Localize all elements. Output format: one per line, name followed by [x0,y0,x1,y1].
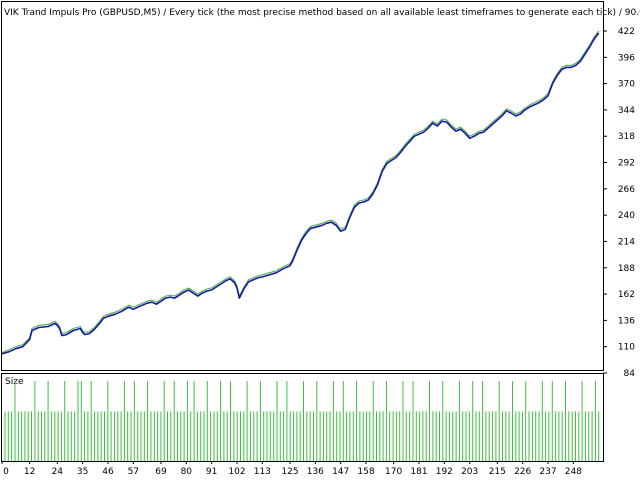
x-tick-label: 69 [155,467,167,477]
y-tick-label: 162 [618,290,635,300]
x-tick-label: 170 [385,467,402,477]
x-tick-label: 35 [77,467,88,477]
x-tick-label: 46 [102,467,114,477]
x-tick-label: 215 [489,467,506,477]
balance-line [1,32,600,355]
main-plot-frame [1,1,604,371]
y-tick-label: 422 [618,27,635,37]
y-tick-label: 240 [618,211,635,221]
x-tick-label: 203 [461,467,478,477]
x-tick-label: 237 [539,467,556,477]
equity-line [1,30,600,354]
y-tick-label: 396 [618,53,635,63]
x-tick-label: 91 [206,467,217,477]
x-tick-label: 147 [332,467,349,477]
y-tick-label: 214 [618,237,635,247]
chart-title: VIK Trand Impuls Pro (GBPUSD,M5) / Every… [4,8,640,18]
y-axis: 422 396 370 344 318 292 266 240 214 188 162 136 110 8… [603,27,635,379]
x-tick-label: 24 [52,467,64,477]
y-tick-label: 84 [624,369,636,379]
x-tick-label: 57 [128,467,139,477]
x-tick-label: 80 [181,467,193,477]
x-tick-label: 136 [307,467,324,477]
x-axis: 0 12 24 35 46 57 69 80 91 102 113 125 136 147 158 170 18… [1,461,582,477]
x-tick-label: 192 [436,467,453,477]
x-tick-label: 248 [565,467,582,477]
x-tick-label: 158 [357,467,374,477]
x-tick-label: 0 [3,467,9,477]
size-panel-label: Size [5,377,24,387]
y-tick-label: 188 [618,264,635,274]
x-tick-label: 181 [410,467,427,477]
y-tick-label: 370 [618,80,635,90]
equity-series-group [1,30,600,355]
y-tick-label: 318 [618,132,635,142]
x-tick-label: 226 [514,467,531,477]
y-tick-label: 136 [618,316,635,326]
y-tick-label: 344 [618,106,635,116]
size-panel-frame [1,373,604,462]
y-tick-label: 110 [618,343,635,353]
y-tick-label: 266 [618,185,635,195]
x-tick-label: 12 [24,467,35,477]
x-tick-label: 125 [281,467,298,477]
size-bars-group [4,381,600,461]
x-tick-label: 113 [254,467,271,477]
x-tick-label: 102 [228,467,245,477]
y-tick-label: 292 [618,159,635,169]
